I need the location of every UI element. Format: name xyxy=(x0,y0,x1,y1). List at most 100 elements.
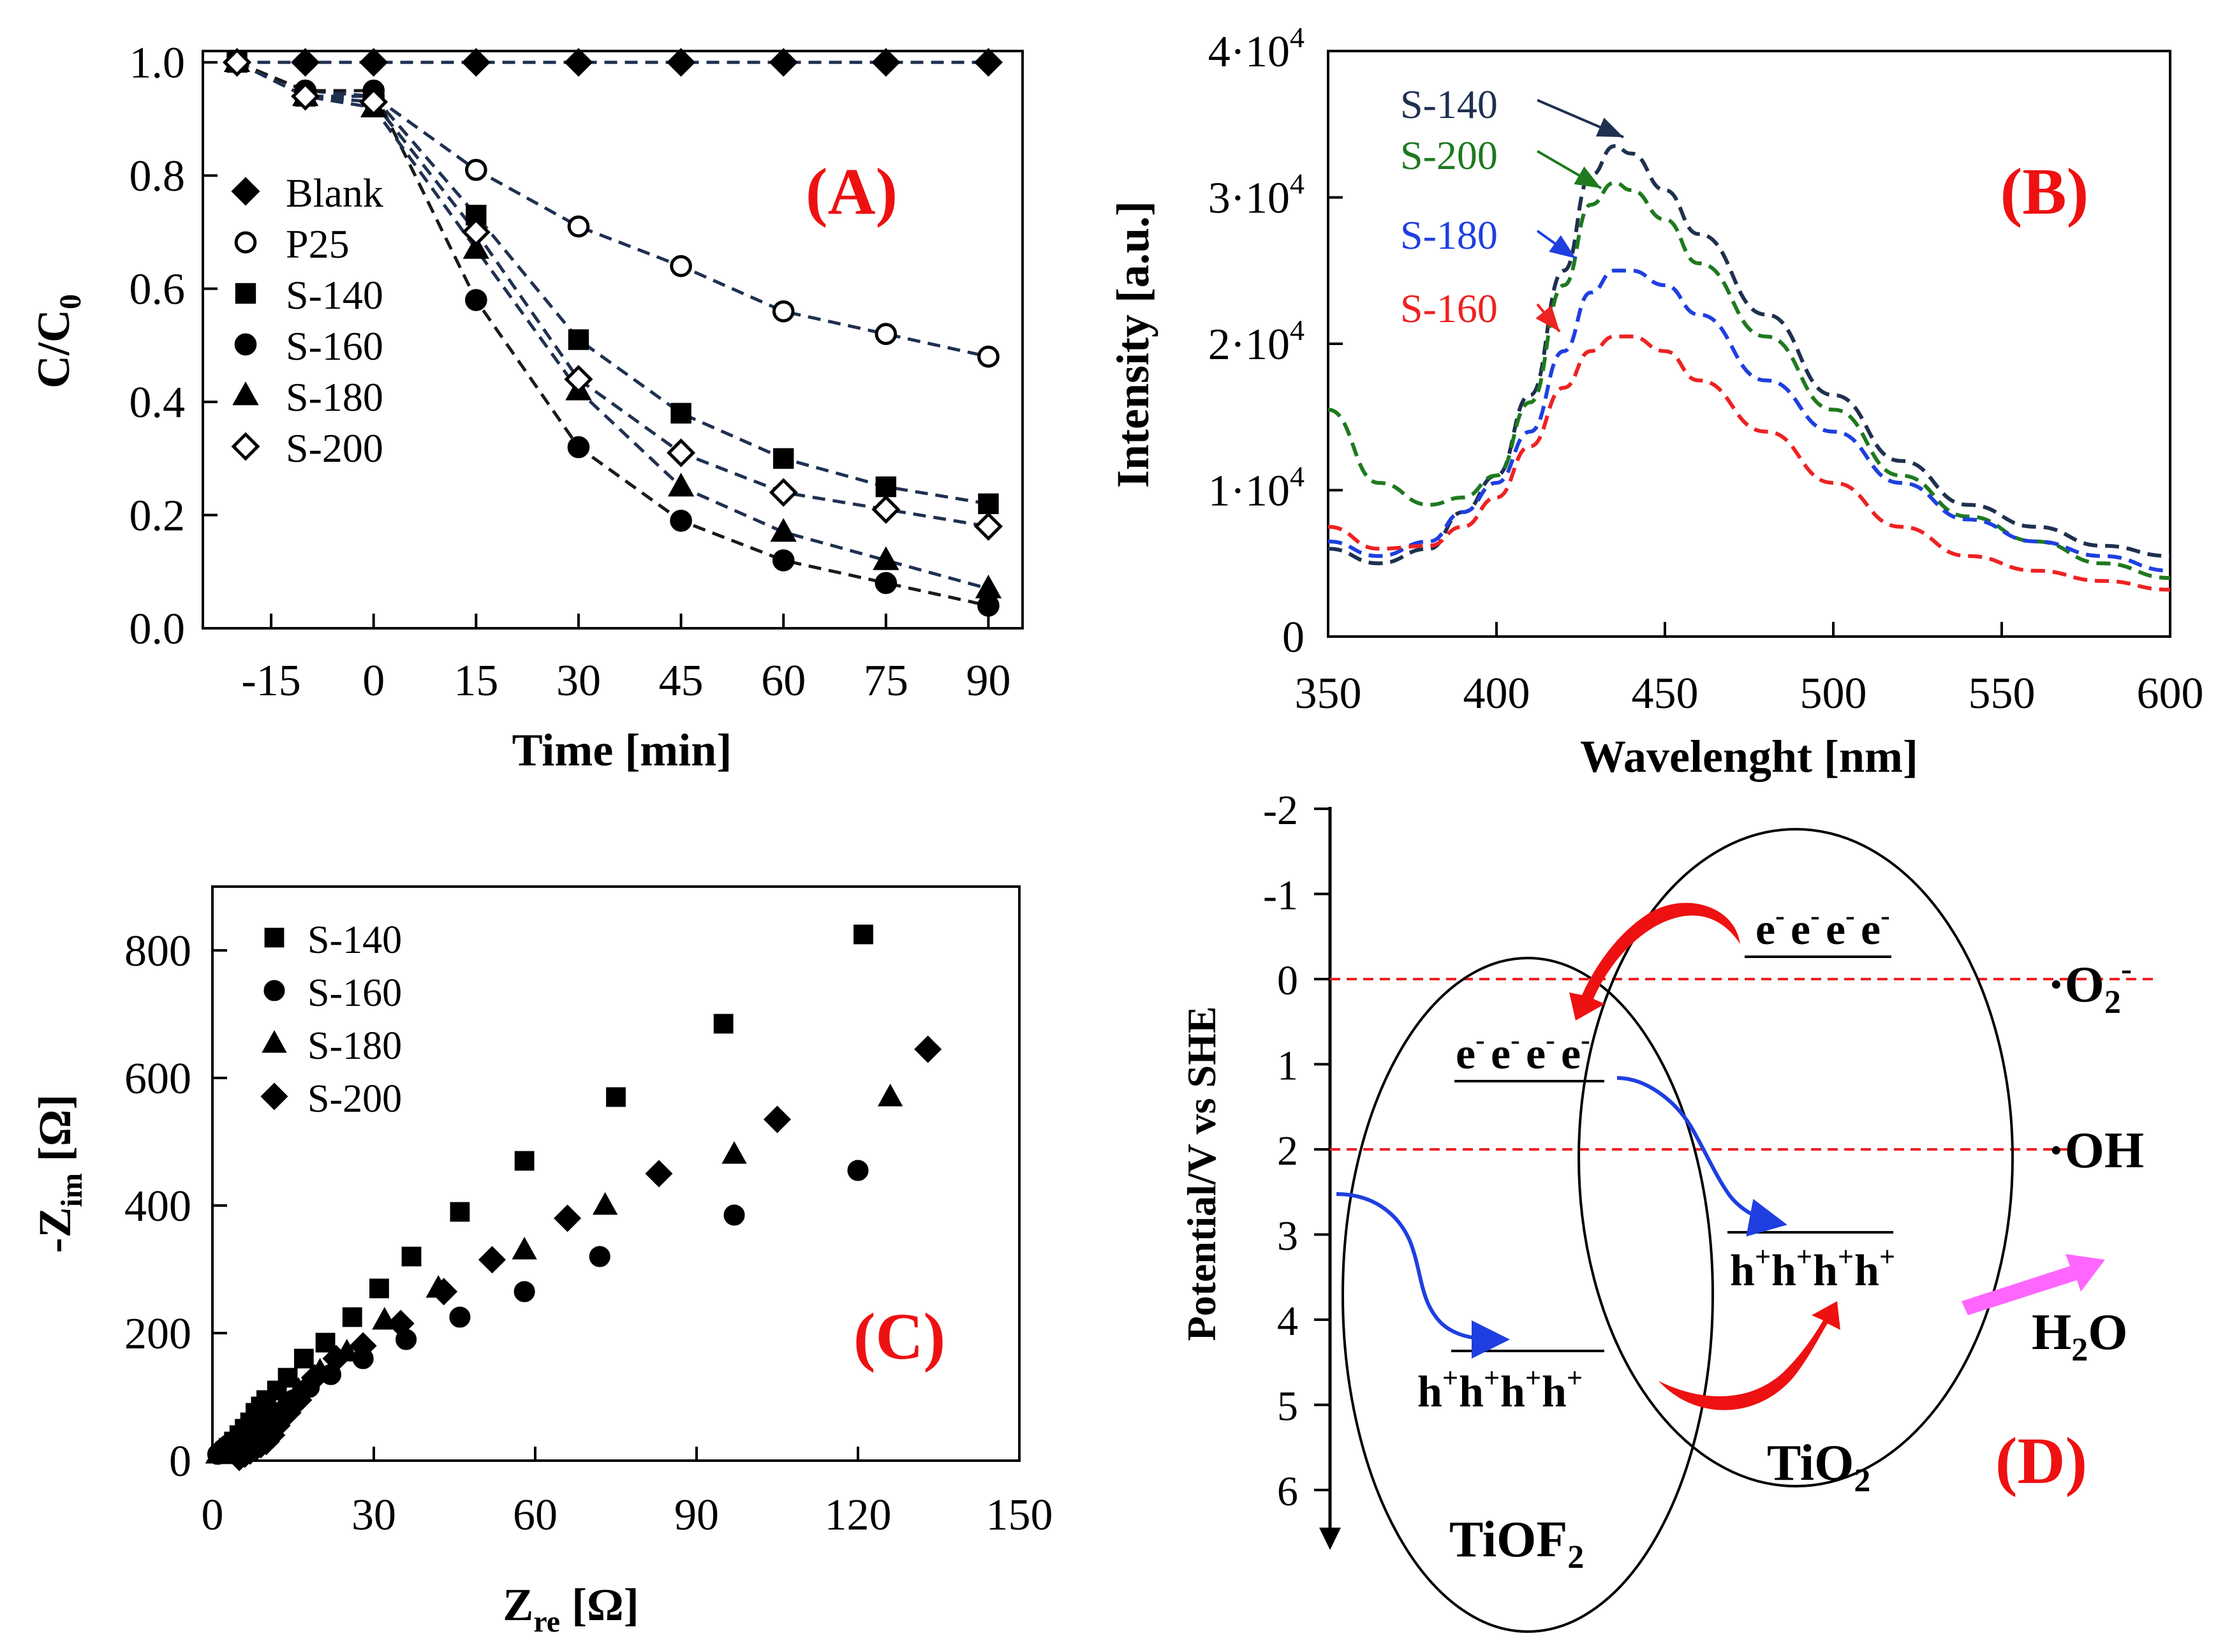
panel-b-legend-arrow-icon xyxy=(1574,166,1601,188)
panel-c-legend-marker-s-160 xyxy=(263,980,285,1001)
potential-tick-label: -1 xyxy=(1263,873,1298,919)
electron-symbol: e- xyxy=(1755,900,1785,954)
panel-c-legend-label: S-160 xyxy=(307,971,402,1015)
panel-b-x-axis-label: Wavelenght [nm] xyxy=(1580,731,1918,782)
panel-c-point-s-180 xyxy=(877,1084,903,1107)
panel-a-x-tick-label: 30 xyxy=(556,656,601,705)
panel-a-point-s-200 xyxy=(564,365,593,394)
panel-a-x-tick-label: 0 xyxy=(362,656,385,705)
svg-text:C/C0: C/C0 xyxy=(28,294,87,388)
electron-symbol: e- xyxy=(1791,900,1820,954)
panel-a-legend-marker-blank xyxy=(231,177,260,206)
panel-c-point-s-140 xyxy=(854,924,873,945)
panel-c-legend-label: S-180 xyxy=(307,1024,402,1068)
panel-a-legend-label: Blank xyxy=(286,170,383,216)
hole-letter: h xyxy=(1500,1368,1525,1417)
tio2-ellipse xyxy=(1578,828,2014,1487)
panel-c-point-s-140 xyxy=(713,1014,734,1034)
panel-c-x-tick-label: 60 xyxy=(513,1491,558,1540)
panel-b-x-ticks: 350 400 450 500 550 600 xyxy=(1295,622,2204,718)
panel-c-frame xyxy=(211,885,1021,1462)
electron-letter: e xyxy=(1755,905,1775,954)
panel-b-legend-label: S-160 xyxy=(1400,286,1498,331)
panel-c-y-axis-label: -Zim [Ω] xyxy=(29,1095,89,1253)
superoxide-label-main: ·O xyxy=(2048,957,2104,1013)
panel-b-y-tick-exponent: 4 xyxy=(1290,461,1304,493)
panel-a-point-blank xyxy=(973,48,1003,77)
panel-a-legend-label: S-140 xyxy=(286,272,383,318)
panel-a-y-tick-label: 0.0 xyxy=(129,605,186,654)
potential-tick-label: 2 xyxy=(1277,1128,1298,1174)
panel-c-point-s-180 xyxy=(721,1141,747,1164)
panel-c-point-s-200 xyxy=(914,1035,942,1063)
panel-c-point-s-140 xyxy=(293,1348,314,1369)
tiof2-label-main: TiOF xyxy=(1449,1512,1567,1568)
electron-symbol: e- xyxy=(1861,900,1890,954)
tiof2-excitation-arrow-icon xyxy=(1336,1192,1510,1359)
potential-tick-label: 0 xyxy=(1277,957,1298,1004)
hole-charge: + xyxy=(1755,1241,1771,1272)
panel-a-point-s-140 xyxy=(568,329,589,350)
panel-c-x-ticks: 0 30 60 90 120 150 xyxy=(202,1447,1053,1540)
panel-a-series-markers xyxy=(223,48,1003,617)
panel-a-legend-label: S-180 xyxy=(286,374,383,420)
electron-letter: e xyxy=(1526,1029,1546,1079)
electron-symbol: e- xyxy=(1526,1024,1555,1079)
panel-c-point-s-200 xyxy=(478,1246,506,1274)
electron-letter: e xyxy=(1861,905,1881,954)
panel-a-point-s-180 xyxy=(975,574,1002,599)
panel-b-x-tick-label: 600 xyxy=(2137,669,2204,718)
panel-a-point-s-140 xyxy=(978,493,999,515)
panel-a-point-s-140 xyxy=(875,476,897,498)
panel-a-label: (A) xyxy=(806,155,898,228)
panel-b-series-line-s-180 xyxy=(1327,269,2171,573)
panel-b-y-tick-exponent: 4 xyxy=(1290,168,1304,200)
panel-a-point-s-200 xyxy=(667,438,696,468)
panel-a: -15 0 15 30 45 60 75 90 0.0 0.2 0.4 0.6 0.8 1.0 Blan… xyxy=(28,39,1024,776)
panel-c-y-tick-label: 400 xyxy=(124,1182,191,1231)
panel-c-x-axis-label-sub: re xyxy=(533,1605,560,1639)
panel-a-legend: Blank P25 S-140 S-160 S-180 S-200 xyxy=(231,170,383,471)
hole-symbol: h+ xyxy=(1500,1362,1541,1417)
panel-c-point-s-160 xyxy=(449,1306,471,1328)
panel-a-point-p25 xyxy=(875,323,898,345)
panel-a-point-s-200 xyxy=(973,512,1003,541)
potential-tick-label: 1 xyxy=(1277,1043,1298,1089)
panel-a-point-s-160 xyxy=(567,436,590,459)
panel-b-series-line-s-160 xyxy=(1327,334,2171,592)
superoxide-label-sub: 2 xyxy=(2104,984,2121,1021)
panel-a-x-tick-label: 75 xyxy=(864,656,908,705)
hydroxyl-radical-label: ·OH xyxy=(2048,1123,2144,1179)
panel-c-point-s-140 xyxy=(277,1368,298,1388)
panel-a-y-tick-label: 0.2 xyxy=(129,492,186,541)
panel-c-point-s-160 xyxy=(723,1204,745,1226)
panel-c-legend-label: S-140 xyxy=(307,918,402,962)
panel-a-point-s-140 xyxy=(670,402,691,424)
panel-b-legend-arrow-icon xyxy=(1595,117,1623,137)
potential-tick-label: 6 xyxy=(1277,1468,1298,1515)
panel-b-y-tick-mantissa: 0 xyxy=(1282,613,1304,662)
panel-c-x-axis-label: Zre [Ω] xyxy=(503,1579,639,1639)
panel-a-y-ticks: 0.0 0.2 0.4 0.6 0.8 1.0 xyxy=(129,39,218,654)
panel-c-point-s-140 xyxy=(342,1307,362,1327)
panel-c-legend-label: S-200 xyxy=(307,1077,402,1121)
panel-b-legend-label: S-180 xyxy=(1400,212,1498,258)
panel-b-y-axis-label: Intensity [a.u.] xyxy=(1107,201,1158,488)
panel-c-point-s-160 xyxy=(589,1246,610,1267)
panel-c-point-s-200 xyxy=(430,1278,458,1306)
electron-transfer-arrow-icon xyxy=(1616,1076,1787,1237)
panel-c-y-axis-label-main: -Z xyxy=(29,1207,80,1253)
panel-b-legend-arrow-icon xyxy=(1535,305,1560,332)
panel-b-x-tick-label: 450 xyxy=(1632,669,1699,718)
hole-letter: h xyxy=(1459,1368,1484,1417)
tiof2-holes: h+ h+ h+ h+ xyxy=(1417,1362,1583,1417)
electron-letter: e xyxy=(1791,905,1810,954)
panel-a-y-tick-label: 0.6 xyxy=(129,265,186,314)
electron-letter: e xyxy=(1826,905,1845,954)
panel-a-point-s-140 xyxy=(773,448,794,469)
potential-tick-label: 5 xyxy=(1277,1383,1298,1430)
panel-a-point-s-180 xyxy=(770,518,797,542)
panel-a-point-s-160 xyxy=(465,289,487,311)
